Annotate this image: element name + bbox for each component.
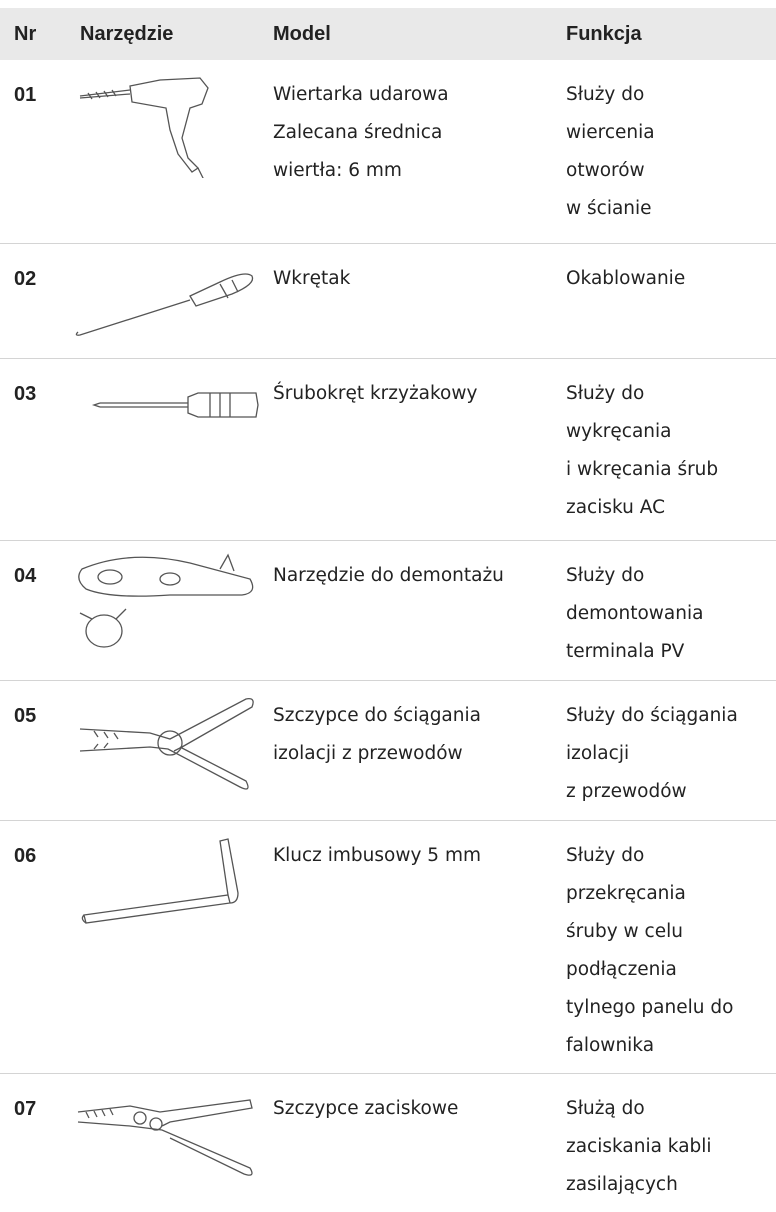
tool-image bbox=[66, 540, 263, 680]
model-line: Narzędzie do demontażu bbox=[273, 557, 553, 595]
tool-image bbox=[66, 1073, 263, 1204]
function-line: Służą do bbox=[566, 1090, 776, 1128]
tool-drawing bbox=[70, 689, 260, 799]
row-number: 01 bbox=[0, 60, 66, 243]
tool-image bbox=[66, 820, 263, 1073]
tools-table: Nr Narzędzie Model Funkcja 01 Wiertarka u… bbox=[0, 8, 776, 1204]
model-cell: Szczypce zaciskowe bbox=[263, 1073, 553, 1204]
model-line: Klucz imbusowy 5 mm bbox=[273, 837, 553, 875]
tool-drawing bbox=[70, 549, 260, 659]
function-line: terminala PV bbox=[566, 633, 776, 671]
function-line: zaciskania kabli bbox=[566, 1128, 776, 1166]
tool-drawing bbox=[70, 367, 260, 427]
model-line: Szczypce zaciskowe bbox=[273, 1090, 553, 1128]
model-line: Śrubokręt krzyżakowy bbox=[273, 375, 553, 413]
function-line: Okablowanie bbox=[566, 260, 776, 298]
header-cell: Funkcja bbox=[553, 8, 776, 60]
function-line: i wkręcania śrub bbox=[566, 451, 776, 489]
model-cell: Śrubokręt krzyżakowy bbox=[263, 358, 553, 540]
function-line: falownika bbox=[566, 1027, 776, 1065]
model-line: Wiertarka udarowa bbox=[273, 76, 553, 114]
function-line: podłączenia bbox=[566, 951, 776, 989]
page-body: Nr Narzędzie Model Funkcja 01 Wiertarka u… bbox=[0, 8, 776, 1212]
function-line: Służy do bbox=[566, 76, 776, 114]
function-line: demontowania bbox=[566, 595, 776, 633]
function-line: w ścianie bbox=[566, 190, 776, 228]
function-line: śruby w celu bbox=[566, 913, 776, 951]
function-cell: Okablowanie bbox=[553, 243, 776, 358]
function-line: wykręcania bbox=[566, 413, 776, 451]
function-line: Służy do ściągania bbox=[566, 697, 776, 735]
header-cell: Nr bbox=[0, 8, 66, 60]
tool-drawing bbox=[70, 1082, 260, 1192]
function-line: zasilających bbox=[566, 1166, 776, 1204]
row-number: 04 bbox=[0, 540, 66, 680]
model-line: izolacji z przewodów bbox=[273, 735, 553, 773]
tool-drawing bbox=[70, 829, 260, 939]
function-line: Służy do bbox=[566, 837, 776, 875]
model-line: Wkrętak bbox=[273, 260, 553, 298]
tool-image bbox=[66, 243, 263, 358]
row-number: 06 bbox=[0, 820, 66, 1073]
function-line: Służy do bbox=[566, 375, 776, 413]
function-line: przekręcania bbox=[566, 875, 776, 913]
function-line: z przewodów bbox=[566, 773, 776, 811]
function-line: izolacji bbox=[566, 735, 776, 773]
row-number: 03 bbox=[0, 358, 66, 540]
model-line: Zalecana średnica bbox=[273, 114, 553, 152]
row-number: 05 bbox=[0, 680, 66, 820]
header-cell: Model bbox=[263, 8, 553, 60]
tool-drawing bbox=[70, 68, 220, 178]
header-cell: Narzędzie bbox=[66, 8, 263, 60]
function-line: wiercenia bbox=[566, 114, 776, 152]
tool-image bbox=[66, 60, 263, 243]
page: Tools {"table": { "header": ["Nr", "Narz… bbox=[0, 0, 776, 1212]
row-number: 07 bbox=[0, 1073, 66, 1204]
function-line: otworów bbox=[566, 152, 776, 190]
function-line: zacisku AC bbox=[566, 489, 776, 527]
row-number: 02 bbox=[0, 243, 66, 358]
model-cell: Wkrętak bbox=[263, 243, 553, 358]
model-cell: Narzędzie do demontażu bbox=[263, 540, 553, 680]
table-row: 02 Wkrętak Okablowanie bbox=[0, 243, 776, 358]
function-line: Służy do bbox=[566, 557, 776, 595]
model-line: wiertła: 6 mm bbox=[273, 152, 553, 190]
model-line: Szczypce do ściągania bbox=[273, 697, 553, 735]
function-line: tylnego panelu do bbox=[566, 989, 776, 1027]
tool-image bbox=[66, 358, 263, 540]
tool-drawing bbox=[70, 252, 260, 352]
model-cell: Klucz imbusowy 5 mm bbox=[263, 820, 553, 1073]
tool-image bbox=[66, 680, 263, 820]
header-row: Nr Narzędzie Model Funkcja bbox=[0, 8, 776, 60]
